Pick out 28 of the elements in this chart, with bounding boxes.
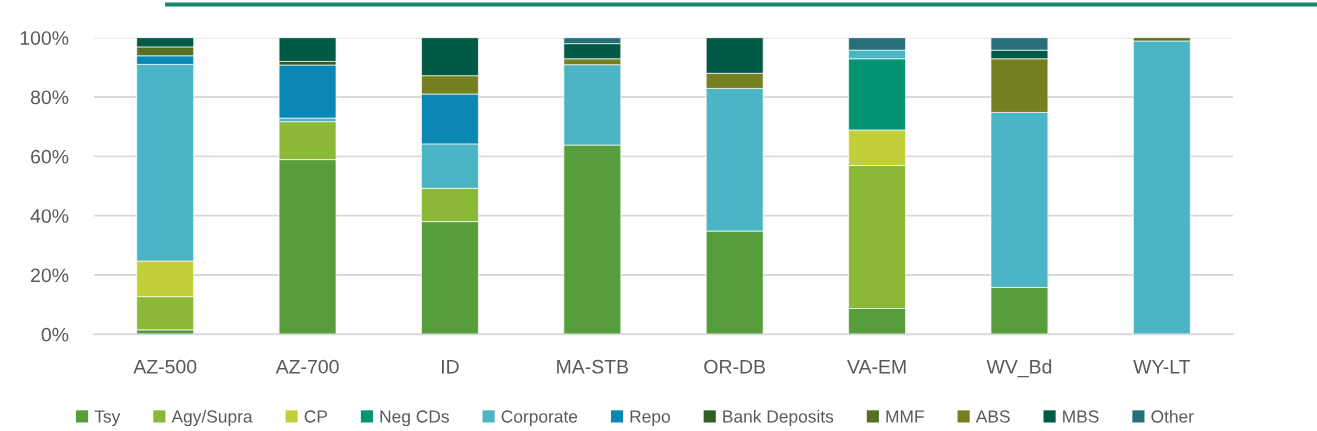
legend-label: CP [304, 410, 327, 423]
legend-label: ABS [975, 410, 1010, 423]
x-tick-label: WV_Bd [986, 359, 1052, 378]
legend-label: Repo [630, 410, 670, 427]
legend-label: Other [1151, 409, 1194, 423]
y-tick-label: 100% [20, 31, 69, 45]
legend-label: Neg CDs [380, 410, 449, 427]
x-tick-label: AZ-700 [275, 359, 339, 374]
legend-label: Tsy [94, 410, 121, 427]
x-tick-label: WY-LT [1133, 360, 1191, 374]
bar [278, 64, 337, 119]
y-tick-label: 0% [41, 327, 69, 342]
legend-label: Agy/Supra [171, 409, 253, 427]
legend-label: MBS [1063, 410, 1099, 423]
bar [1132, 40, 1191, 335]
x-tick-label: OR-DB [704, 359, 765, 374]
legend-label: MMF [886, 410, 924, 423]
y-tick-label: 80% [30, 90, 69, 105]
x-tick-label: ID [442, 360, 459, 374]
legend-label: Bank Deposits [723, 409, 834, 427]
x-tick-label: VA-EM [847, 360, 906, 374]
y-tick-label: 60% [31, 149, 69, 164]
bar [278, 37, 337, 62]
x-tick-label: AZ-500 [133, 359, 197, 374]
x-tick-label: MA-STB [557, 359, 629, 374]
legend-label: Corporate [501, 410, 578, 427]
y-tick-label: 20% [31, 268, 69, 283]
y-tick-label: 40% [30, 209, 69, 223]
